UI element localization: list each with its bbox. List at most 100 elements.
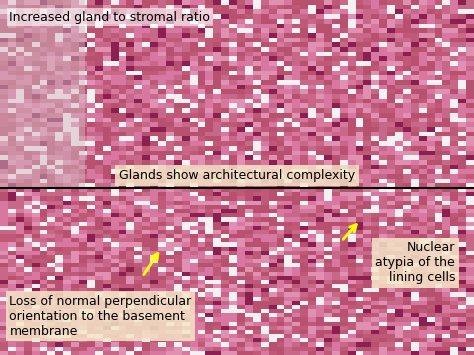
Bar bbox=[427, 280, 435, 284]
Bar bbox=[174, 179, 182, 184]
Bar bbox=[245, 351, 253, 355]
Bar bbox=[379, 94, 387, 99]
Bar bbox=[245, 293, 253, 297]
Bar bbox=[134, 246, 142, 251]
Bar bbox=[450, 313, 458, 317]
Bar bbox=[79, 61, 87, 66]
Bar bbox=[229, 75, 237, 80]
Bar bbox=[466, 75, 474, 80]
Bar bbox=[32, 276, 39, 280]
Bar bbox=[245, 61, 253, 66]
Bar bbox=[245, 75, 253, 80]
Bar bbox=[403, 209, 411, 213]
Bar bbox=[63, 184, 71, 188]
Bar bbox=[158, 136, 166, 141]
Bar bbox=[435, 230, 442, 234]
Bar bbox=[466, 151, 474, 155]
Bar bbox=[198, 151, 205, 155]
Bar bbox=[182, 205, 190, 209]
Bar bbox=[276, 146, 284, 151]
Bar bbox=[87, 217, 95, 222]
Bar bbox=[142, 346, 150, 351]
Bar bbox=[174, 334, 182, 338]
Bar bbox=[403, 343, 411, 346]
Bar bbox=[245, 66, 253, 71]
Bar bbox=[0, 47, 8, 52]
Bar bbox=[261, 226, 269, 230]
Bar bbox=[213, 242, 221, 246]
Bar bbox=[427, 89, 435, 94]
Bar bbox=[269, 165, 276, 169]
Bar bbox=[276, 305, 284, 309]
Bar bbox=[221, 276, 229, 280]
Bar bbox=[47, 174, 55, 179]
Bar bbox=[79, 23, 87, 28]
Bar bbox=[237, 317, 245, 322]
Bar bbox=[150, 99, 158, 104]
Bar bbox=[174, 217, 182, 222]
Bar bbox=[63, 113, 71, 118]
Bar bbox=[190, 346, 198, 351]
Bar bbox=[205, 136, 213, 141]
Bar bbox=[458, 338, 466, 343]
Bar bbox=[308, 330, 316, 334]
Bar bbox=[292, 28, 300, 33]
Bar bbox=[356, 259, 364, 263]
Bar bbox=[229, 42, 237, 47]
Bar bbox=[300, 155, 308, 160]
Bar bbox=[371, 234, 379, 238]
Bar bbox=[395, 317, 403, 322]
Bar bbox=[292, 179, 300, 184]
Bar bbox=[127, 38, 134, 42]
Bar bbox=[450, 33, 458, 38]
Bar bbox=[47, 259, 55, 263]
Bar bbox=[292, 201, 300, 205]
Bar bbox=[292, 151, 300, 155]
Bar bbox=[24, 222, 32, 226]
Bar bbox=[127, 217, 134, 222]
Bar bbox=[213, 47, 221, 52]
Bar bbox=[466, 317, 474, 322]
Bar bbox=[205, 255, 213, 259]
Bar bbox=[237, 19, 245, 23]
Bar bbox=[284, 99, 292, 104]
Bar bbox=[316, 305, 324, 309]
Bar bbox=[237, 174, 245, 179]
Bar bbox=[387, 230, 395, 234]
Bar bbox=[245, 326, 253, 330]
Bar bbox=[134, 288, 142, 293]
Bar bbox=[39, 217, 47, 222]
Bar bbox=[316, 38, 324, 42]
Bar bbox=[127, 201, 134, 205]
Bar bbox=[24, 127, 32, 132]
Bar bbox=[0, 205, 8, 209]
Bar bbox=[32, 71, 39, 75]
Bar bbox=[458, 217, 466, 222]
Bar bbox=[205, 66, 213, 71]
Bar bbox=[166, 317, 174, 322]
Bar bbox=[245, 242, 253, 246]
Bar bbox=[300, 179, 308, 184]
Bar bbox=[118, 343, 127, 346]
Bar bbox=[347, 80, 356, 84]
Bar bbox=[213, 184, 221, 188]
Bar bbox=[466, 0, 474, 5]
Bar bbox=[174, 296, 182, 301]
Bar bbox=[95, 188, 103, 192]
Bar bbox=[458, 284, 466, 288]
Bar bbox=[158, 255, 166, 259]
Bar bbox=[356, 222, 364, 226]
Bar bbox=[32, 33, 39, 38]
Bar bbox=[174, 263, 182, 267]
Bar bbox=[356, 197, 364, 201]
Bar bbox=[0, 99, 8, 104]
Bar bbox=[205, 33, 213, 38]
Bar bbox=[95, 61, 103, 66]
Bar bbox=[419, 56, 427, 61]
Bar bbox=[71, 33, 79, 38]
Bar bbox=[205, 169, 213, 174]
Bar bbox=[24, 326, 32, 330]
Bar bbox=[39, 192, 47, 197]
Bar bbox=[87, 296, 95, 301]
Bar bbox=[127, 338, 134, 343]
